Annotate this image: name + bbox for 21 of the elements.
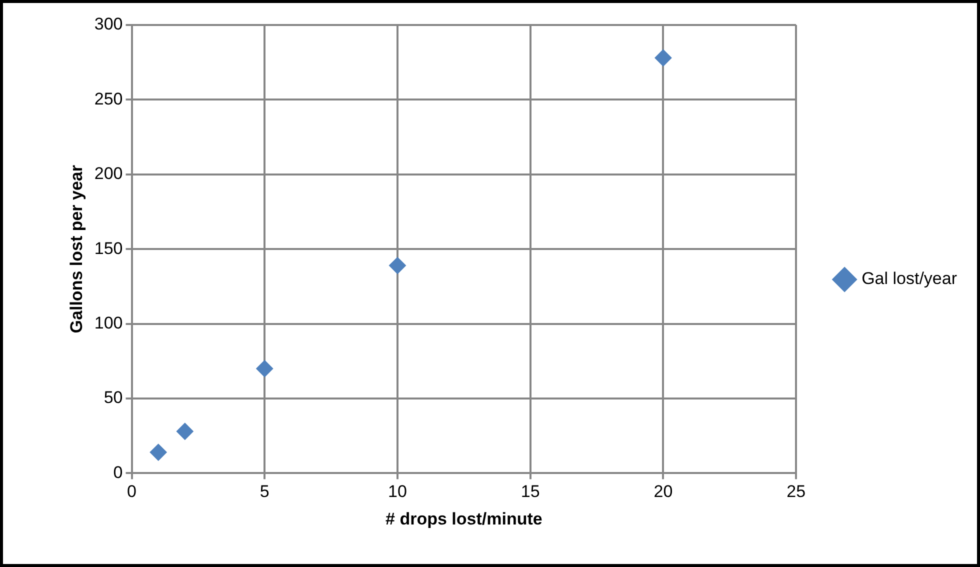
x-tick-label: 25 (786, 482, 806, 502)
y-axis-title: Gallons lost per year (66, 164, 86, 334)
y-tick-label: 50 (104, 388, 123, 408)
y-tick-label: 200 (94, 164, 123, 184)
y-tick-label: 300 (94, 14, 123, 34)
point (256, 360, 274, 378)
y-tick-label: 150 (94, 238, 123, 258)
x-axis-title: # drops lost/minute (386, 509, 542, 528)
point (176, 422, 194, 440)
point (654, 49, 672, 66)
y-tick-label: 250 (94, 89, 123, 108)
x-tick-label: 20 (654, 482, 673, 502)
x-tick-label: 0 (127, 482, 136, 502)
y-tick-label: 0 (113, 462, 123, 482)
point (150, 444, 167, 461)
point (388, 257, 406, 274)
y-tick-label: 100 (94, 313, 123, 332)
legend-label: Gal lost/year (862, 269, 958, 288)
x-tick-label: 10 (388, 482, 407, 502)
x-tick-label: 15 (520, 482, 540, 502)
x-tick-label: 5 (260, 482, 270, 502)
